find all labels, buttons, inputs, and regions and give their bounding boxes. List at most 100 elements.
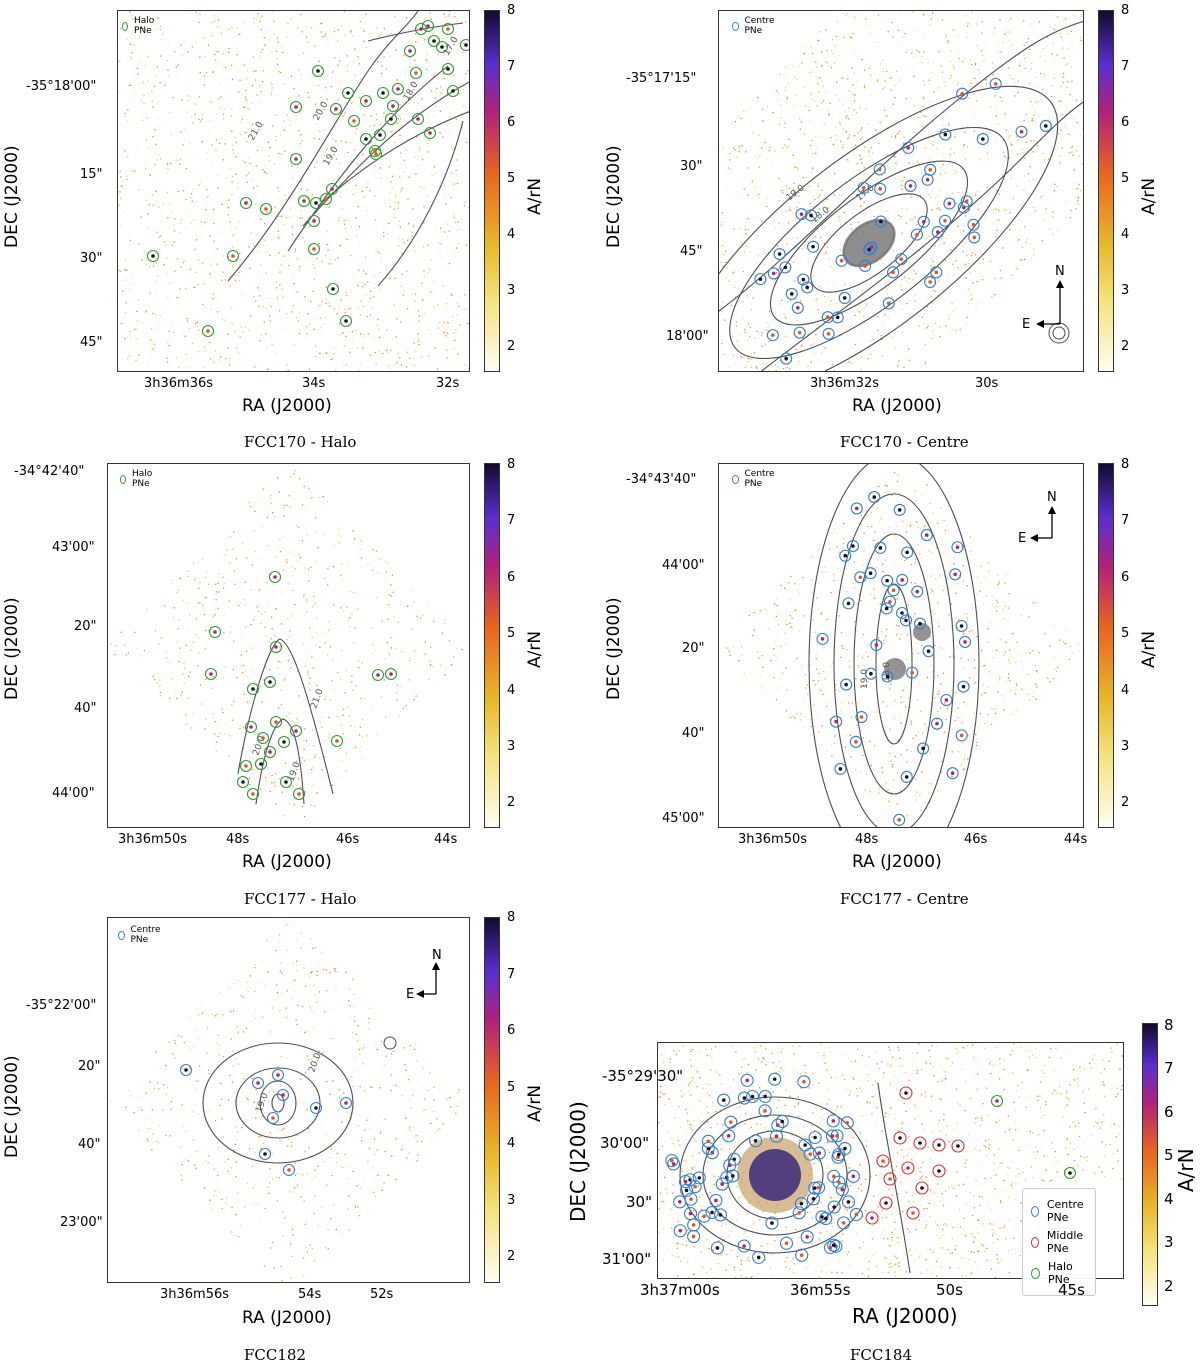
noise-pixel — [826, 288, 828, 291]
noise-pixel — [1011, 45, 1013, 47]
noise-pixel — [354, 149, 356, 151]
planetary-nebula-marker — [435, 40, 449, 54]
noise-pixel — [917, 160, 919, 162]
noise-pixel — [1070, 210, 1072, 212]
pn-ring-icon — [868, 491, 881, 504]
noise-pixel — [308, 226, 311, 228]
noise-pixel — [1004, 698, 1006, 701]
noise-pixel — [384, 561, 387, 563]
noise-pixel — [975, 741, 978, 744]
pn-ring-icon — [391, 82, 405, 96]
noise-pixel — [821, 257, 824, 260]
noise-pixel — [351, 97, 353, 99]
noise-pixel — [260, 51, 262, 53]
noise-pixel — [1011, 144, 1013, 146]
noise-pixel — [842, 128, 845, 130]
noise-pixel — [275, 556, 277, 558]
noise-pixel — [262, 169, 264, 171]
noise-pixel — [885, 782, 887, 784]
noise-pixel — [1038, 651, 1040, 654]
noise-pixel — [333, 604, 335, 606]
noise-pixel — [895, 803, 898, 805]
noise-pixel — [357, 206, 359, 208]
noise-pixel — [390, 181, 392, 183]
noise-pixel — [225, 29, 227, 31]
noise-pixel — [840, 631, 843, 634]
noise-pixel — [1034, 109, 1036, 111]
noise-pixel — [183, 332, 185, 334]
noise-pixel — [746, 339, 749, 341]
noise-pixel — [414, 1135, 416, 1137]
noise-pixel — [898, 739, 900, 742]
pn-core-icon — [844, 682, 848, 687]
noise-pixel — [344, 738, 346, 740]
noise-pixel — [866, 206, 868, 208]
noise-pixel — [235, 258, 237, 260]
noise-pixel — [722, 254, 724, 256]
noise-pixel — [454, 39, 456, 41]
noise-pixel — [789, 368, 791, 370]
noise-pixel — [280, 703, 283, 706]
noise-pixel — [193, 286, 195, 289]
noise-pixel — [131, 51, 133, 54]
noise-pixel — [329, 128, 331, 131]
noise-pixel — [319, 326, 322, 328]
noise-pixel — [962, 667, 964, 670]
noise-pixel — [886, 288, 888, 290]
noise-pixel — [316, 531, 318, 533]
noise-pixel — [349, 234, 351, 236]
noise-pixel — [205, 596, 207, 599]
noise-pixel — [267, 368, 269, 370]
noise-pixel — [1083, 647, 1084, 648]
noise-pixel — [820, 613, 822, 615]
noise-pixel — [269, 1030, 271, 1032]
noise-pixel — [456, 247, 458, 249]
noise-pixel — [844, 746, 847, 748]
noise-pixel — [351, 613, 353, 615]
colorbar-label: A/rN — [1139, 630, 1159, 668]
noise-pixel — [911, 750, 913, 752]
noise-pixel — [180, 149, 182, 152]
noise-pixel — [275, 281, 277, 283]
noise-pixel — [921, 173, 923, 175]
noise-pixel — [251, 669, 253, 671]
noise-pixel — [774, 278, 776, 281]
noise-pixel — [219, 1104, 221, 1107]
noise-pixel — [896, 598, 898, 600]
noise-pixel — [258, 589, 260, 591]
noise-pixel — [202, 604, 204, 606]
planetary-nebula-marker — [839, 549, 852, 562]
noise-pixel — [235, 558, 238, 560]
noise-pixel — [333, 31, 336, 33]
noise-pixel — [859, 106, 861, 109]
noise-pixel — [808, 72, 810, 74]
noise-pixel — [976, 100, 978, 102]
noise-pixel — [990, 260, 992, 262]
noise-pixel — [254, 1009, 256, 1012]
noise-pixel — [994, 27, 996, 29]
noise-pixel — [269, 1168, 271, 1170]
noise-pixel — [844, 239, 847, 241]
noise-pixel — [415, 695, 417, 697]
noise-pixel — [932, 144, 934, 146]
noise-pixel — [927, 299, 929, 301]
noise-pixel — [327, 654, 329, 656]
noise-pixel — [790, 575, 792, 578]
noise-pixel — [300, 74, 302, 76]
noise-pixel — [339, 83, 341, 86]
noise-pixel — [213, 222, 215, 224]
noise-pixel — [435, 1132, 437, 1134]
noise-pixel — [277, 253, 279, 255]
noise-pixel — [796, 78, 798, 81]
noise-pixel — [435, 172, 437, 175]
noise-pixel — [814, 198, 816, 201]
planetary-nebula-marker — [325, 182, 339, 196]
noise-pixel — [877, 507, 879, 509]
noise-pixel — [341, 563, 343, 565]
contour-label: 19.0 — [322, 145, 341, 168]
planetary-nebula-marker — [376, 86, 390, 100]
noise-pixel — [180, 131, 182, 133]
noise-pixel — [812, 153, 814, 155]
pn-core-icon — [324, 197, 328, 201]
noise-pixel — [839, 194, 841, 196]
